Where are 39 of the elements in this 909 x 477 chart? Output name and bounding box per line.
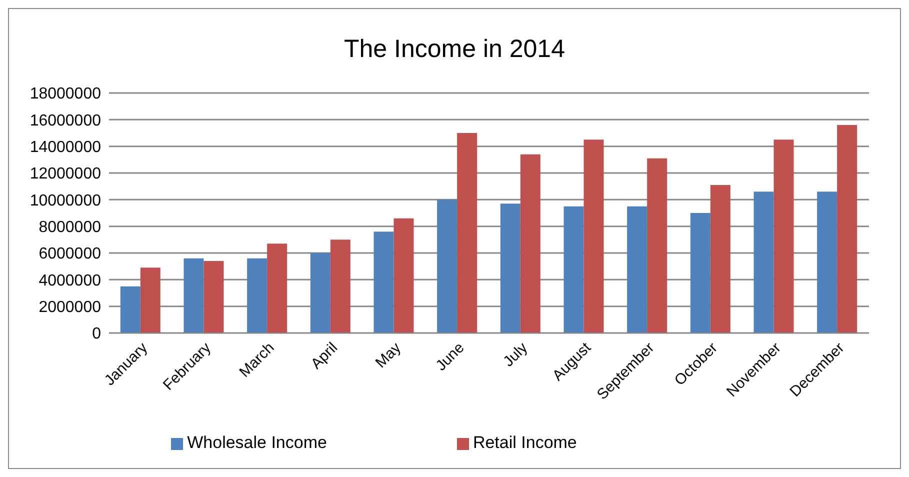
bar <box>564 206 584 333</box>
x-tick-label: July <box>500 338 532 370</box>
bar <box>690 213 710 333</box>
y-tick-label: 4000000 <box>38 272 102 290</box>
y-tick-label: 0 <box>92 326 102 343</box>
bar <box>710 185 730 333</box>
bar <box>817 192 838 333</box>
x-tick-label: May <box>372 338 405 372</box>
bar <box>837 125 858 333</box>
bar <box>584 140 604 333</box>
y-tick-label: 16000000 <box>30 112 102 130</box>
bar <box>457 133 478 333</box>
bar <box>647 158 668 333</box>
legend-label: Wholesale Income <box>187 433 327 452</box>
y-tick-label: 14000000 <box>30 139 102 156</box>
bar <box>374 232 394 333</box>
bar <box>774 140 794 333</box>
bar <box>330 240 350 333</box>
bar <box>520 154 540 333</box>
bar <box>204 261 224 333</box>
bar <box>500 204 520 333</box>
bar <box>184 258 204 333</box>
y-tick-label: 10000000 <box>30 192 102 210</box>
bar <box>394 218 414 333</box>
bar <box>140 268 160 333</box>
bar <box>267 244 288 333</box>
bar <box>437 200 458 333</box>
bar <box>247 258 268 333</box>
chart-title: The Income in 2014 <box>343 34 566 65</box>
y-tick-label: 8000000 <box>38 219 102 236</box>
bar <box>627 206 648 333</box>
y-tick-label: 6000000 <box>38 246 102 263</box>
legend-label: Retail Income <box>472 433 577 452</box>
y-tick-label: 18000000 <box>30 86 102 103</box>
y-tick-label: 2000000 <box>38 299 102 316</box>
bar <box>754 192 774 333</box>
y-tick-label: 12000000 <box>30 166 102 183</box>
bar <box>120 286 140 333</box>
bar <box>310 253 330 333</box>
